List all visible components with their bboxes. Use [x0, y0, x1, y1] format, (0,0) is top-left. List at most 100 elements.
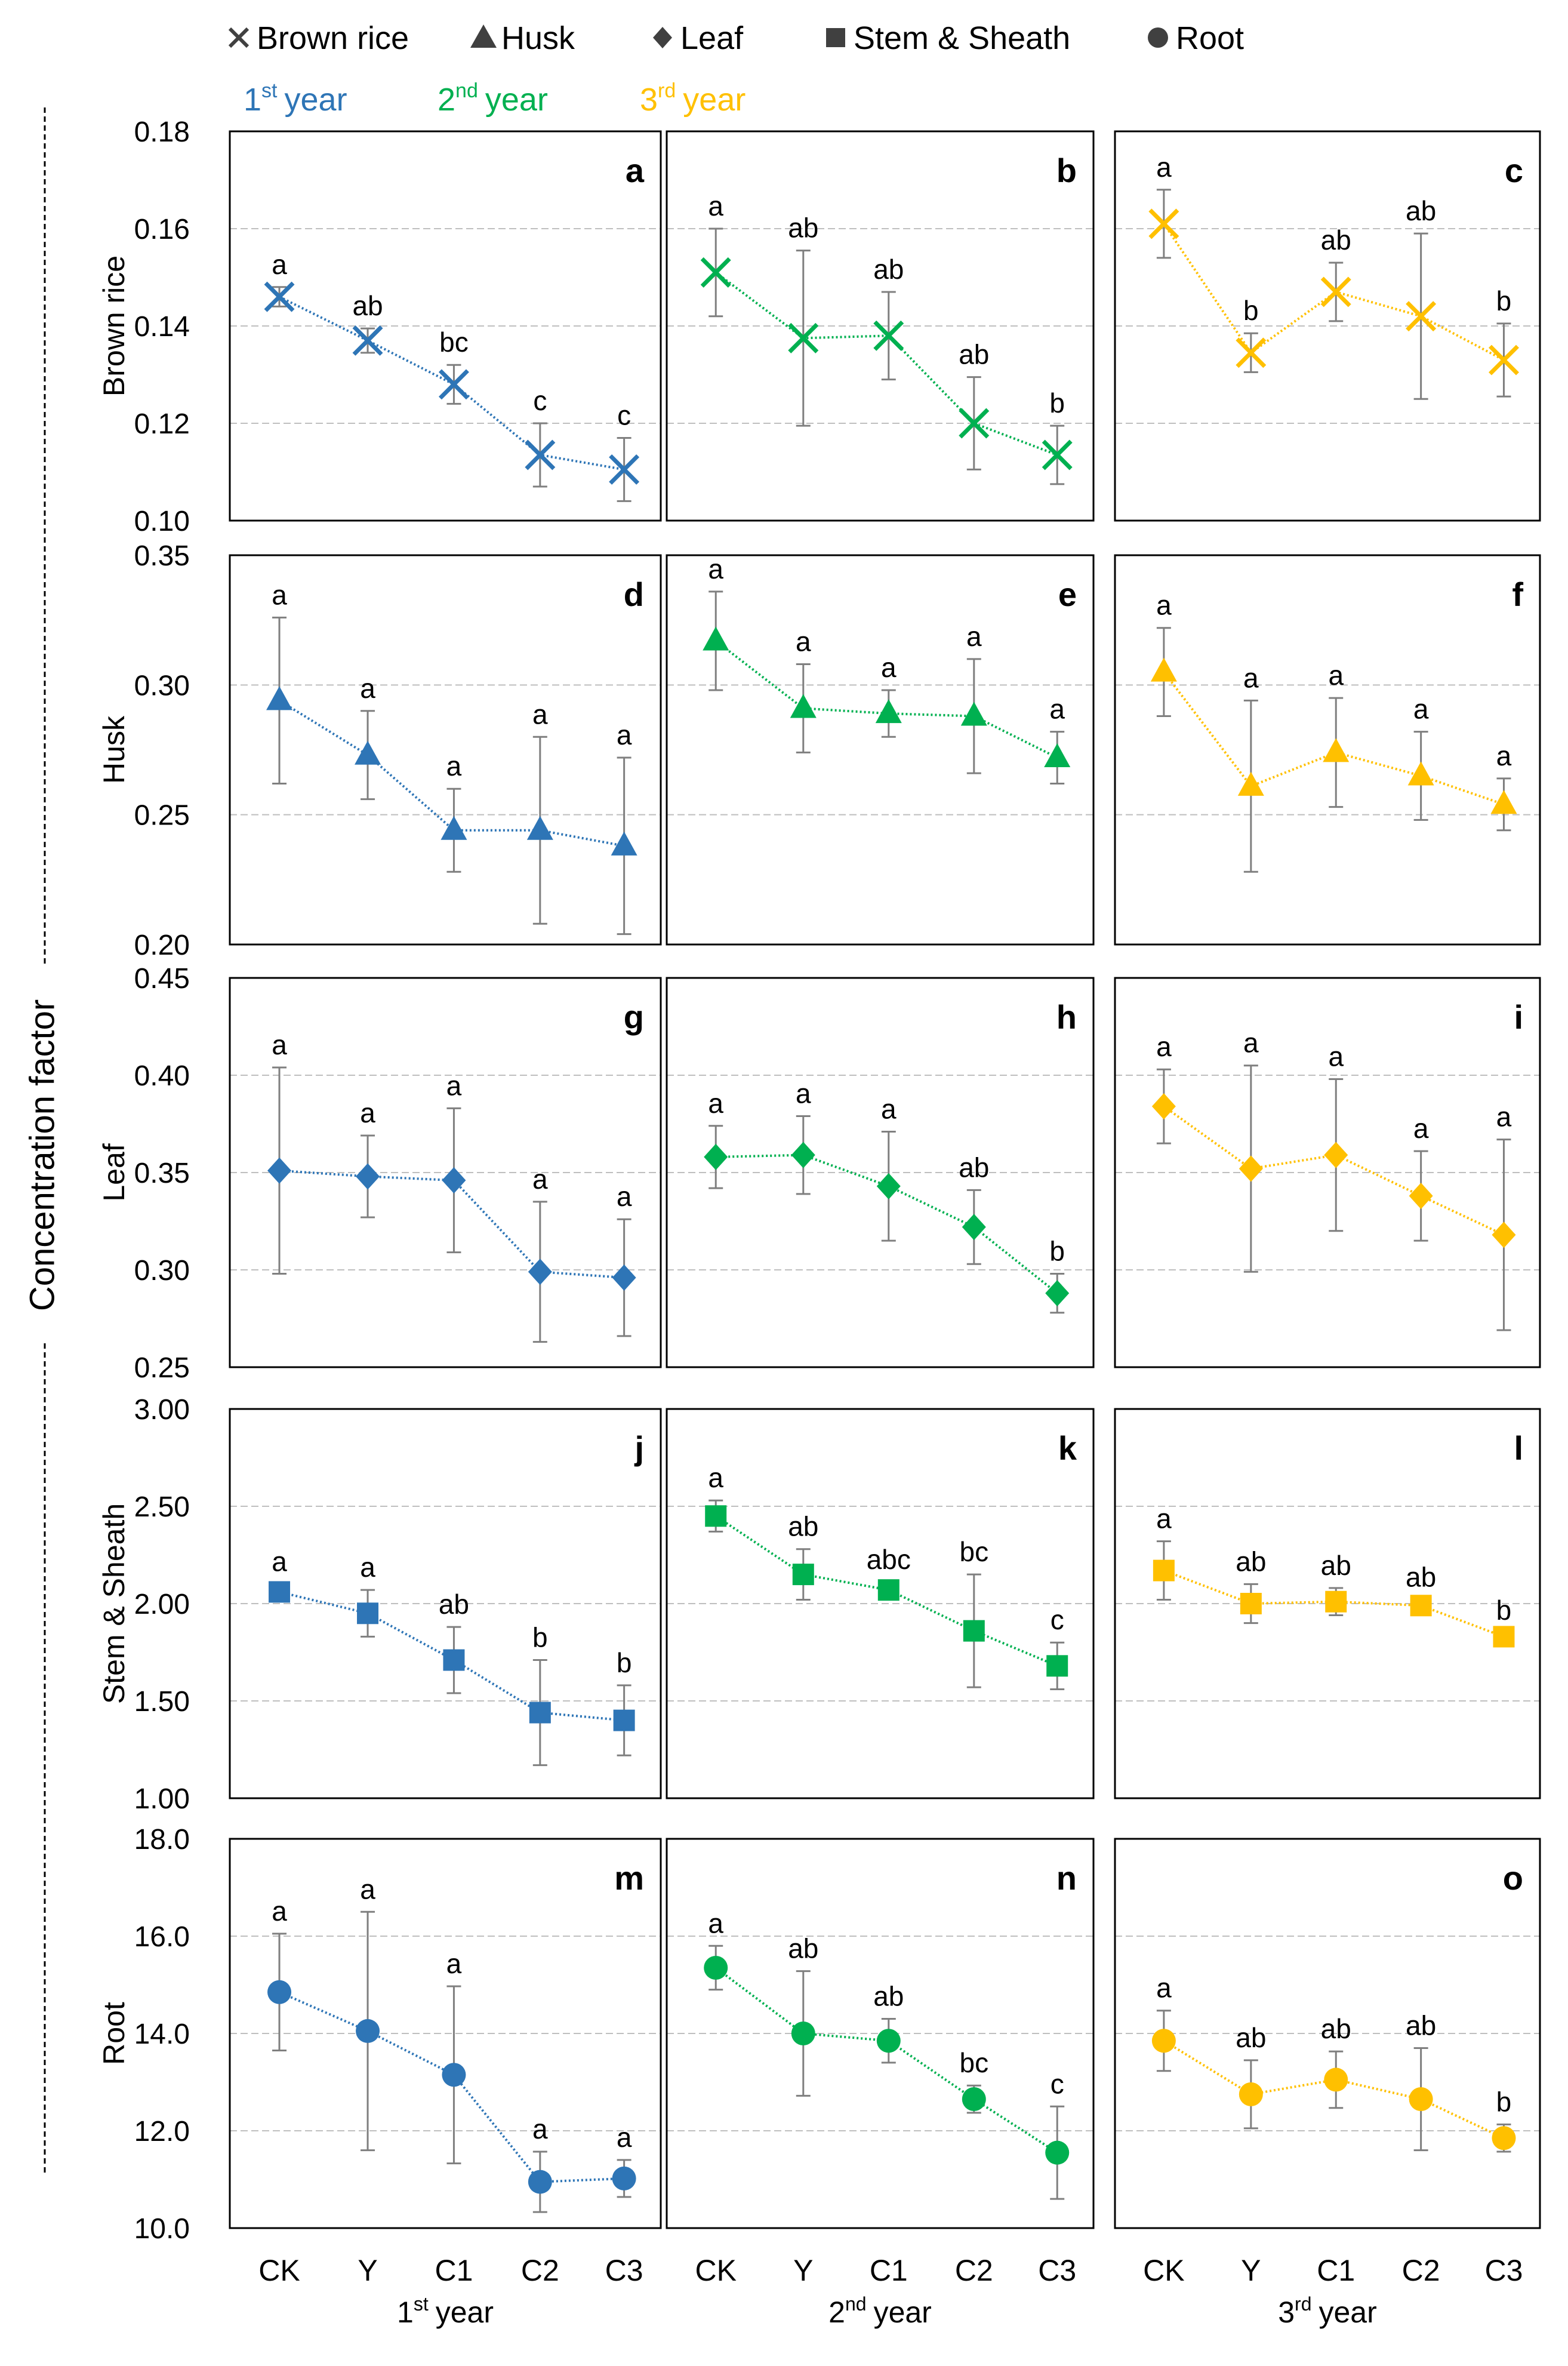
data-point [1046, 1655, 1068, 1677]
data-point [1045, 1280, 1070, 1307]
data-point [1153, 1559, 1175, 1582]
x-tick-label: CK [695, 2254, 736, 2287]
panel-id-label: a [626, 152, 645, 189]
data-point [612, 2166, 636, 2190]
legend-year-word: year [485, 82, 548, 118]
y-axis-title-group: Concentration factor [23, 107, 61, 2173]
data-point [526, 816, 553, 840]
data-point-stroke-b [609, 454, 640, 485]
data-point-stroke-b [1406, 301, 1437, 332]
series-line [715, 1967, 1058, 2154]
significance-letter: a [708, 1907, 723, 1939]
panel-id-label: g [624, 998, 644, 1036]
significance-letter: a [360, 673, 375, 704]
x-tick-label: Y [793, 2254, 813, 2287]
panel-frame [666, 554, 1095, 946]
significance-letter: a [708, 190, 723, 221]
significance-letter: a [446, 1948, 462, 1979]
x-tick-label: Y [358, 2254, 377, 2287]
panel-h: h a a a ab b [666, 977, 1095, 1368]
significance-letter: ab [1236, 1546, 1266, 1577]
data-point [357, 1602, 379, 1624]
significance-letter: ab [1321, 224, 1351, 256]
panel-frame [1114, 1838, 1541, 2229]
x-axis-title-suffix: nd [845, 2293, 867, 2315]
y-tick-label: 0.18 [134, 116, 190, 148]
x-tick-label: C3 [605, 2254, 643, 2287]
significance-letter: a [796, 1078, 811, 1109]
panel-id-label: b [1056, 152, 1077, 189]
data-point [267, 1157, 292, 1184]
y-tick-label: 0.10 [134, 506, 190, 537]
x-tick-label: C1 [435, 2254, 473, 2287]
row-title: Husk [97, 715, 131, 784]
y-tick-label: 0.25 [134, 1352, 190, 1384]
significance-letter: ab [1406, 195, 1436, 226]
data-point-stroke-b [700, 257, 731, 288]
significance-letter: a [1413, 694, 1429, 725]
y-tick-label: 0.45 [134, 963, 190, 995]
data-point [356, 1163, 380, 1190]
data-point [963, 1620, 985, 1642]
data-point [962, 1214, 986, 1241]
data-point [1042, 439, 1073, 470]
row-title: Leaf [97, 1143, 131, 1201]
data-point [355, 740, 381, 765]
data-point [703, 626, 729, 651]
legend-x-icon-b [228, 27, 249, 48]
data-point [264, 281, 295, 312]
legend-year-suffix: st [261, 79, 278, 102]
significance-letter: ab [439, 1589, 469, 1620]
data-point [704, 1955, 728, 1980]
significance-letter: a [1496, 740, 1512, 771]
panel-f: f a a a a a [1114, 554, 1541, 946]
data-point [1489, 344, 1519, 376]
legend-year-3: 3rd year [640, 79, 746, 118]
significance-letter: a [360, 1552, 375, 1583]
legend-circle-icon [1148, 27, 1168, 48]
significance-letter: ab [1406, 1561, 1436, 1592]
significance-letter: a [966, 621, 982, 652]
significance-letter: a [446, 1070, 462, 1101]
significance-letter: a [1328, 660, 1344, 691]
significance-letter: a [272, 1029, 287, 1060]
x-tick-label: C1 [1317, 2254, 1355, 2287]
data-point [352, 325, 383, 356]
data-point [1151, 2029, 1176, 2053]
data-point [612, 1264, 636, 1291]
x-axis-title-word: year [1319, 2296, 1377, 2329]
x-axis-title-word: year [874, 2296, 932, 2329]
y-tick-label: 0.20 [134, 930, 190, 961]
panel-k: k a ab abc bc c [666, 1408, 1095, 1799]
legend-item-triangle: Husk [470, 20, 575, 56]
panel-id-label: c [1505, 152, 1523, 189]
data-point [705, 1505, 727, 1527]
significance-letter: a [796, 626, 811, 657]
legend-year-1: 1st year [244, 79, 347, 118]
legend-year-suffix: rd [658, 79, 676, 102]
significance-letter: ab [352, 290, 383, 321]
data-point [791, 2022, 815, 2045]
x-tick-label: C2 [1402, 2254, 1440, 2287]
legend-item-square: Stem & Sheath [826, 20, 1070, 56]
significance-letter: bc [960, 1536, 989, 1567]
panel-frame [1114, 130, 1541, 522]
significance-letter: a [272, 579, 287, 610]
significance-letter: ab [788, 213, 818, 244]
significance-letter: b [1496, 2086, 1512, 2117]
data-point [440, 816, 467, 840]
panel-id-label: m [614, 1859, 644, 1897]
data-point [611, 831, 637, 856]
panel-frame [1114, 1408, 1541, 1799]
panel-d: d a a a a a [229, 554, 662, 946]
legend-diamond-icon [653, 27, 672, 48]
panel-o: o a ab ab ab b [1114, 1838, 1541, 2229]
x-axis-title-1: 1st year [397, 2293, 494, 2329]
y-tick-label: 0.40 [134, 1060, 190, 1092]
x-tick-label: C3 [1485, 2254, 1523, 2287]
data-point [962, 2087, 986, 2112]
significance-letter: b [1496, 285, 1512, 316]
legend-item-diamond: Leaf [653, 20, 744, 56]
y-tick-label: 0.16 [134, 214, 190, 245]
